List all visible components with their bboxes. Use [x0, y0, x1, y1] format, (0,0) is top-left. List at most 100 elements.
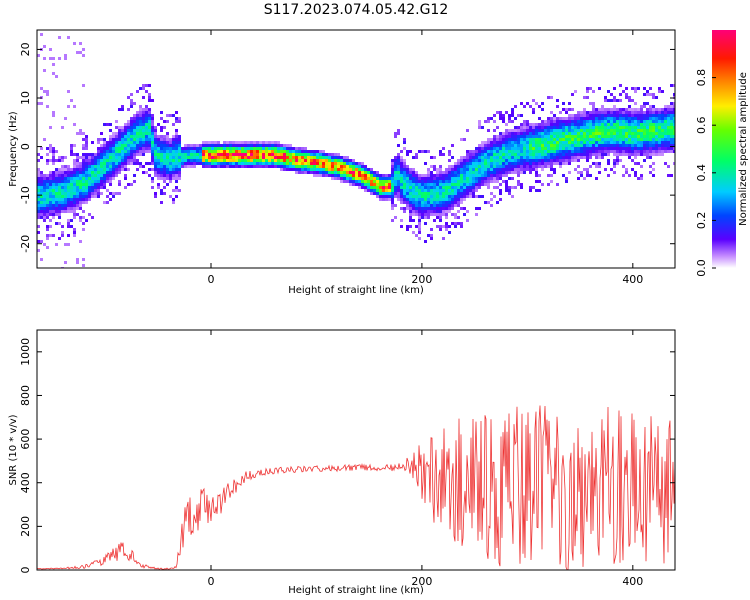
heatmap-cell	[136, 141, 139, 144]
heatmap-cell	[619, 135, 622, 138]
heatmap-cell	[172, 153, 175, 156]
heatmap-cell	[505, 147, 508, 150]
heatmap-cell	[109, 165, 112, 168]
heatmap-cell	[391, 177, 394, 180]
y-tick-label: 400	[19, 472, 32, 493]
heatmap-cell	[349, 165, 352, 168]
heatmap-cell	[634, 135, 637, 138]
heatmap-cell	[649, 171, 652, 174]
heatmap-cell	[583, 168, 586, 171]
heatmap-cell	[259, 159, 262, 162]
heatmap-cell	[490, 159, 493, 162]
heatmap-cell	[91, 171, 94, 174]
heatmap-cell	[157, 171, 160, 174]
heatmap-cell	[532, 123, 535, 126]
heatmap-cell	[664, 132, 667, 135]
heatmap-cell	[598, 141, 601, 144]
heatmap-cell	[499, 156, 502, 159]
heatmap-cell	[40, 213, 43, 216]
heatmap-cell	[436, 207, 439, 210]
heatmap-cell	[514, 186, 517, 189]
heatmap-cell	[82, 183, 85, 186]
heatmap-cell	[541, 156, 544, 159]
heatmap-cell	[175, 138, 178, 141]
heatmap-cell	[484, 147, 487, 150]
heatmap-cell	[400, 219, 403, 222]
heatmap-cell	[652, 105, 655, 108]
heatmap-cell	[157, 141, 160, 144]
heatmap-cell	[124, 156, 127, 159]
heatmap-cell	[421, 183, 424, 186]
heatmap-cell	[541, 168, 544, 171]
heatmap-cell	[619, 114, 622, 117]
heatmap-cell	[538, 153, 541, 156]
heatmap-cell	[115, 192, 118, 195]
heatmap-cell	[82, 168, 85, 171]
heatmap-cell	[250, 150, 253, 153]
heatmap-cell	[616, 150, 619, 153]
heatmap-cell	[607, 99, 610, 102]
heatmap-cell	[511, 114, 514, 117]
heatmap-cell	[313, 168, 316, 171]
heatmap-cell	[442, 210, 445, 213]
heatmap-cell	[46, 207, 49, 210]
heatmap-cell	[589, 87, 592, 90]
heatmap-cell	[589, 123, 592, 126]
heatmap-cell	[547, 156, 550, 159]
heatmap-cell	[208, 162, 211, 165]
heatmap-cell	[271, 159, 274, 162]
heatmap-cell	[154, 192, 157, 195]
heatmap-cell	[412, 210, 415, 213]
heatmap-cell	[58, 210, 61, 213]
heatmap-cell	[472, 150, 475, 153]
heatmap-cell	[559, 141, 562, 144]
heatmap-cell	[514, 132, 517, 135]
heatmap-cell	[124, 168, 127, 171]
heatmap-cell	[610, 117, 613, 120]
heatmap-cell	[82, 180, 85, 183]
heatmap-cell	[175, 120, 178, 123]
heatmap-cell	[469, 162, 472, 165]
heatmap-cell	[511, 186, 514, 189]
heatmap-cell	[217, 162, 220, 165]
heatmap-cell	[373, 189, 376, 192]
heatmap-cell	[406, 228, 409, 231]
heatmap-cell	[46, 237, 49, 240]
x-tick-label: 200	[411, 575, 432, 588]
heatmap-cell	[472, 174, 475, 177]
heatmap-cell	[301, 165, 304, 168]
heatmap-cell	[667, 108, 670, 111]
heatmap-cell	[274, 150, 277, 153]
heatmap-cell	[298, 153, 301, 156]
heatmap-cell	[160, 177, 163, 180]
heatmap-cell	[115, 150, 118, 153]
heatmap-cell	[49, 180, 52, 183]
heatmap-cell	[424, 240, 427, 243]
heatmap-cell	[220, 156, 223, 159]
heatmap-cell	[538, 135, 541, 138]
heatmap-cell	[379, 195, 382, 198]
heatmap-cell	[445, 171, 448, 174]
heatmap-cell	[415, 180, 418, 183]
heatmap-cell	[145, 117, 148, 120]
heatmap-cell	[49, 177, 52, 180]
heatmap-cell	[454, 192, 457, 195]
heatmap-cell	[172, 135, 175, 138]
heatmap-cell	[586, 117, 589, 120]
heatmap-cell	[487, 165, 490, 168]
heatmap-cell	[259, 150, 262, 153]
heatmap-cell	[154, 126, 157, 129]
heatmap-cell	[406, 177, 409, 180]
heatmap-cell	[472, 171, 475, 174]
heatmap-cell	[52, 198, 55, 201]
heatmap-cell	[58, 174, 61, 177]
heatmap-cell	[598, 87, 601, 90]
heatmap-cell	[100, 153, 103, 156]
heatmap-cell	[673, 108, 675, 111]
heatmap-cell	[610, 111, 613, 114]
heatmap-cell	[316, 162, 319, 165]
heatmap-cell	[208, 150, 211, 153]
heatmap-cell	[205, 162, 208, 165]
heatmap-cell	[502, 180, 505, 183]
heatmap-cell	[67, 174, 70, 177]
